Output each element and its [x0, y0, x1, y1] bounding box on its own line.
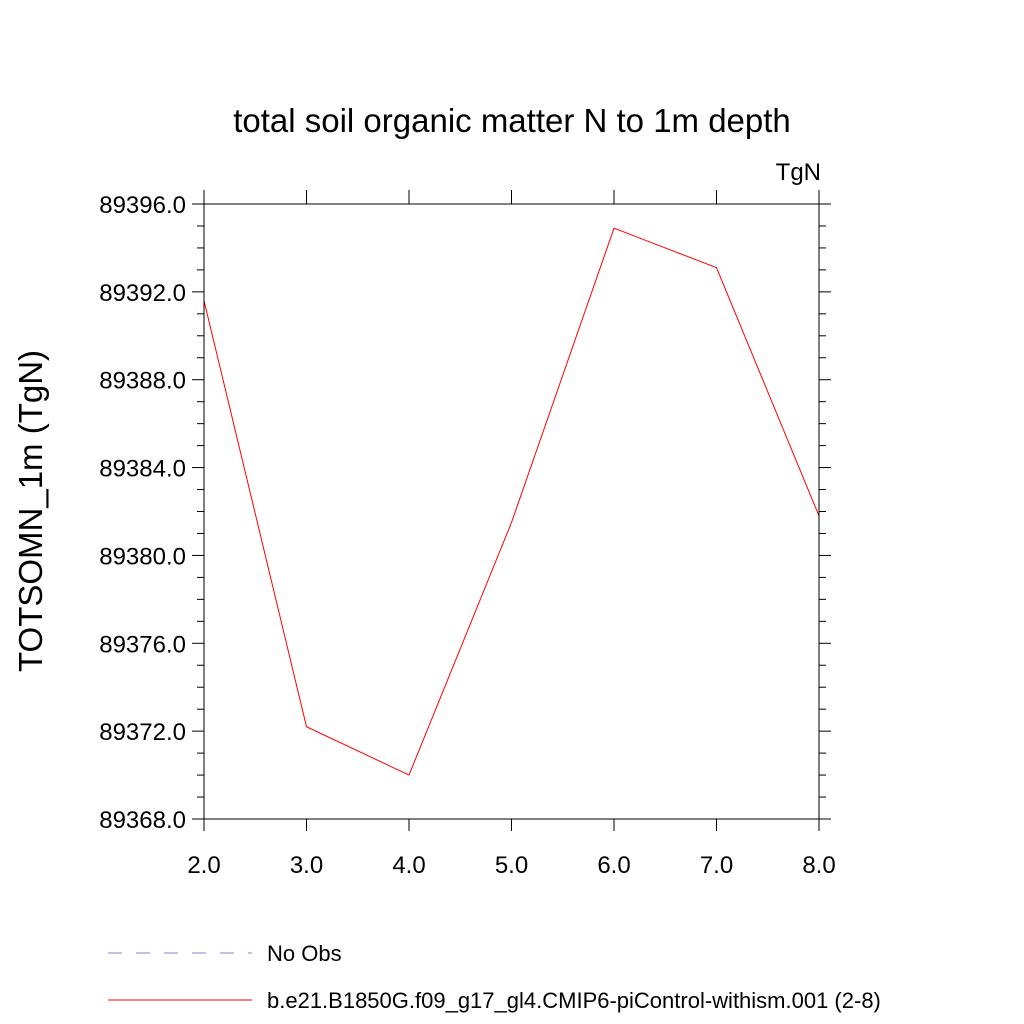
chart-title: total soil organic matter N to 1m depth [233, 102, 791, 139]
y-tick-label: 89384.0 [99, 456, 186, 483]
x-tick-label: 3.0 [290, 852, 323, 879]
x-tick-label: 2.0 [187, 852, 220, 879]
y-tick-label: 89396.0 [99, 192, 186, 219]
x-tick-label: 5.0 [495, 852, 528, 879]
legend: No Obs b.e21.B1850G.f09_g17_gl4.CMIP6-piC… [108, 941, 881, 1013]
legend-label: b.e21.B1850G.f09_g17_gl4.CMIP6-piControl… [267, 988, 881, 1013]
series-lines [203, 227, 820, 776]
legend-label: No Obs [267, 941, 342, 966]
units-label: TgN [776, 159, 821, 186]
y-axis-label: TOTSOMN_1m (TgN) [12, 350, 49, 672]
y-tick-label: 89376.0 [99, 631, 186, 658]
axis-ticks [192, 190, 831, 831]
y-tick-label: 89368.0 [99, 807, 186, 834]
x-tick-label: 6.0 [597, 852, 630, 879]
tick-labels: 2.0 3.0 4.0 5.0 6.0 7.0 8.0 89368.0 89372.0 89376… [99, 192, 835, 879]
x-tick-label: 4.0 [392, 852, 425, 879]
plot-frame [203, 203, 820, 820]
y-tick-label: 89372.0 [99, 719, 186, 746]
y-tick-label: 89380.0 [99, 543, 186, 570]
x-tick-label: 7.0 [700, 852, 733, 879]
x-tick-label: 8.0 [802, 852, 835, 879]
y-tick-label: 89392.0 [99, 280, 186, 307]
y-tick-label: 89388.0 [99, 368, 186, 395]
series-line [203, 227, 820, 776]
